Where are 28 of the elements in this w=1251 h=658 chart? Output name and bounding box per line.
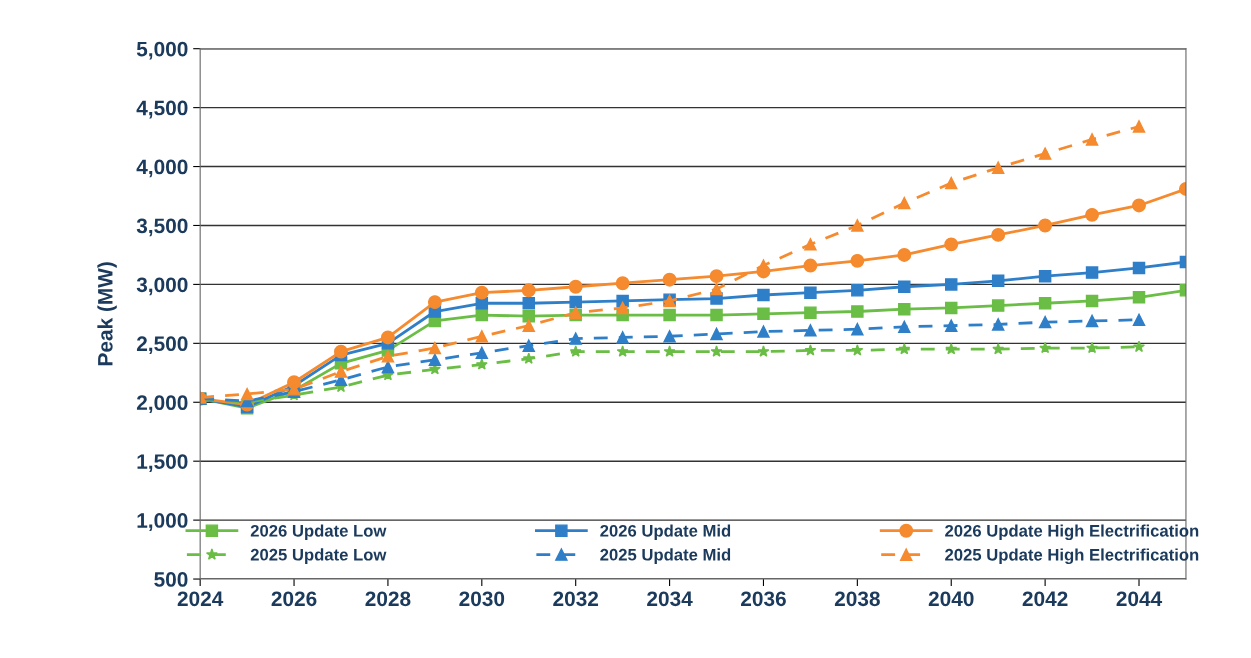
x-tick-label: 2028 xyxy=(365,591,411,607)
y-axis-title: Peak (MW) xyxy=(97,262,117,366)
x-tick-label: 2044 xyxy=(1116,591,1163,607)
y-tick-label: 3,000 xyxy=(136,277,188,296)
y-tick-label: 5,000 xyxy=(136,41,188,60)
x-tick-label: 2042 xyxy=(1022,591,1068,607)
y-tick-label: 2,500 xyxy=(136,336,188,355)
y-tick-label: 2,000 xyxy=(136,395,188,414)
x-tick-label: 2030 xyxy=(459,591,505,607)
legend-label: 2025 Update Mid xyxy=(600,548,731,564)
x-tick-label: 2034 xyxy=(647,591,693,607)
y-tick-label: 1,500 xyxy=(137,454,188,472)
legend-label: 2025 Update Low xyxy=(250,548,387,564)
y-tick-label: 4,500 xyxy=(136,100,188,119)
legend-label: 2025 Update High Electrification xyxy=(945,548,1199,565)
x-tick-label: 2032 xyxy=(553,591,599,607)
legend-label: 2026 Update High Electrification xyxy=(945,524,1199,541)
x-tick-label: 2038 xyxy=(834,591,880,607)
y-tick-label: 500 xyxy=(154,572,188,587)
y-tick-label: 3,500 xyxy=(136,218,188,237)
y-tick-label: 4,000 xyxy=(136,159,188,178)
y-tick-label: 1,000 xyxy=(137,513,188,531)
x-tick-label: 2026 xyxy=(271,591,317,607)
legend-label: 2026 Update Low xyxy=(250,524,387,541)
x-tick-label: 2024 xyxy=(177,591,224,607)
legend-label: 2026 Update Mid xyxy=(600,524,731,541)
x-tick-label: 2040 xyxy=(928,591,974,607)
x-tick-label: 2036 xyxy=(741,591,786,607)
